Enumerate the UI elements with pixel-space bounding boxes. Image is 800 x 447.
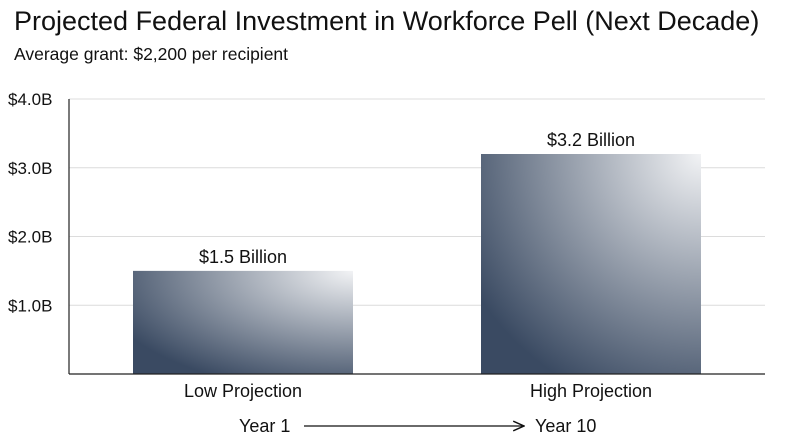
timeline-end-label: Year 10 bbox=[535, 416, 596, 436]
y-tick-label: $4.0B bbox=[8, 90, 52, 109]
y-tick-label: $2.0B bbox=[8, 228, 52, 247]
bars bbox=[133, 154, 701, 374]
y-axis-ticks: $1.0B $2.0B $3.0B $4.0B bbox=[8, 90, 52, 315]
timeline: Year 1 Year 10 bbox=[239, 416, 596, 436]
chart-subtitle: Average grant: $2,200 per recipient bbox=[14, 44, 289, 64]
x-category-label: Low Projection bbox=[184, 381, 302, 401]
bar-data-label: $3.2 Billion bbox=[547, 130, 635, 150]
axes bbox=[68, 99, 765, 375]
y-tick-label: $3.0B bbox=[8, 159, 52, 178]
timeline-start-label: Year 1 bbox=[239, 416, 290, 436]
x-category-label: High Projection bbox=[530, 381, 652, 401]
bar bbox=[133, 270, 353, 374]
y-tick-label: $1.0B bbox=[8, 296, 52, 315]
chart-title: Projected Federal Investment in Workforc… bbox=[14, 6, 760, 36]
labels: $1.5 Billion Low Projection $3.2 Billion Hi… bbox=[184, 130, 652, 401]
bar-data-label: $1.5 Billion bbox=[199, 247, 287, 267]
bar bbox=[481, 154, 701, 374]
